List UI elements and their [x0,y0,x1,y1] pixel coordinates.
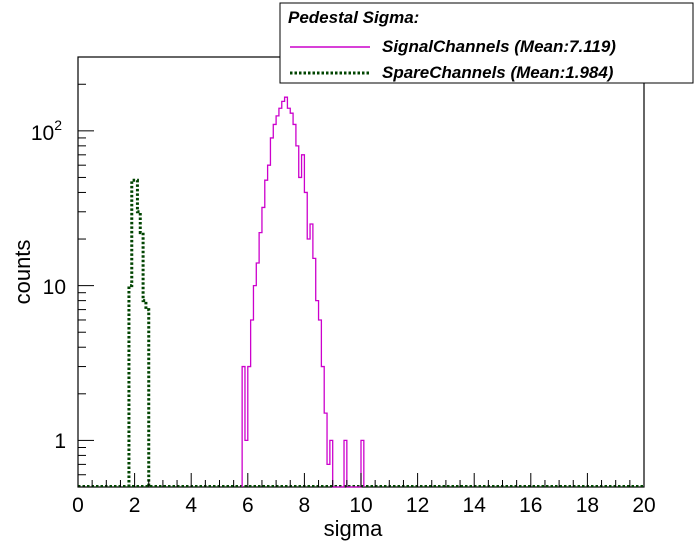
x-tick-label: 14 [463,494,487,517]
series-layer [78,96,644,488]
legend-label-signal: SignalChannels (Mean:7.119) [382,37,616,56]
x-tick-label: 16 [519,494,542,517]
x-tick-label: 18 [576,494,599,517]
legend-title: Pedestal Sigma: [288,8,419,27]
x-tick-labels: 0 2 4 6 8 10 12 14 16 18 20 [72,494,656,517]
plot-frame [77,56,645,488]
x-tick-label: 0 [72,494,84,517]
y-tick-labels: 1 10 102 [31,117,66,453]
series-signal-channels [241,96,365,488]
histogram-outline [127,178,151,487]
x-tick-label: 10 [349,494,372,517]
ticks-layer [77,56,645,488]
series-spare-channels [127,178,151,487]
y-tick-label-1: 1 [54,430,66,453]
x-axis-title: sigma [324,516,383,541]
y-tick-base: 10 [31,122,54,145]
x-tick-label: 6 [242,494,254,517]
x-tick-label: 2 [129,494,141,517]
x-tick-label: 4 [185,494,197,517]
y-tick-exponent: 2 [54,117,62,133]
x-tick-label: 12 [406,494,429,517]
legend-label-spare: SpareChannels (Mean:1.984) [382,63,614,82]
legend-box [279,2,694,84]
legend: Pedestal Sigma: SignalChannels (Mean:7.1… [279,2,694,84]
histogram-outline [241,96,365,488]
y-tick-label-100: 102 [31,117,62,145]
y-tick-label-10: 10 [43,276,66,299]
y-axis-title: counts [10,240,35,305]
x-tick-label: 20 [632,494,655,517]
x-tick-label: 8 [299,494,311,517]
